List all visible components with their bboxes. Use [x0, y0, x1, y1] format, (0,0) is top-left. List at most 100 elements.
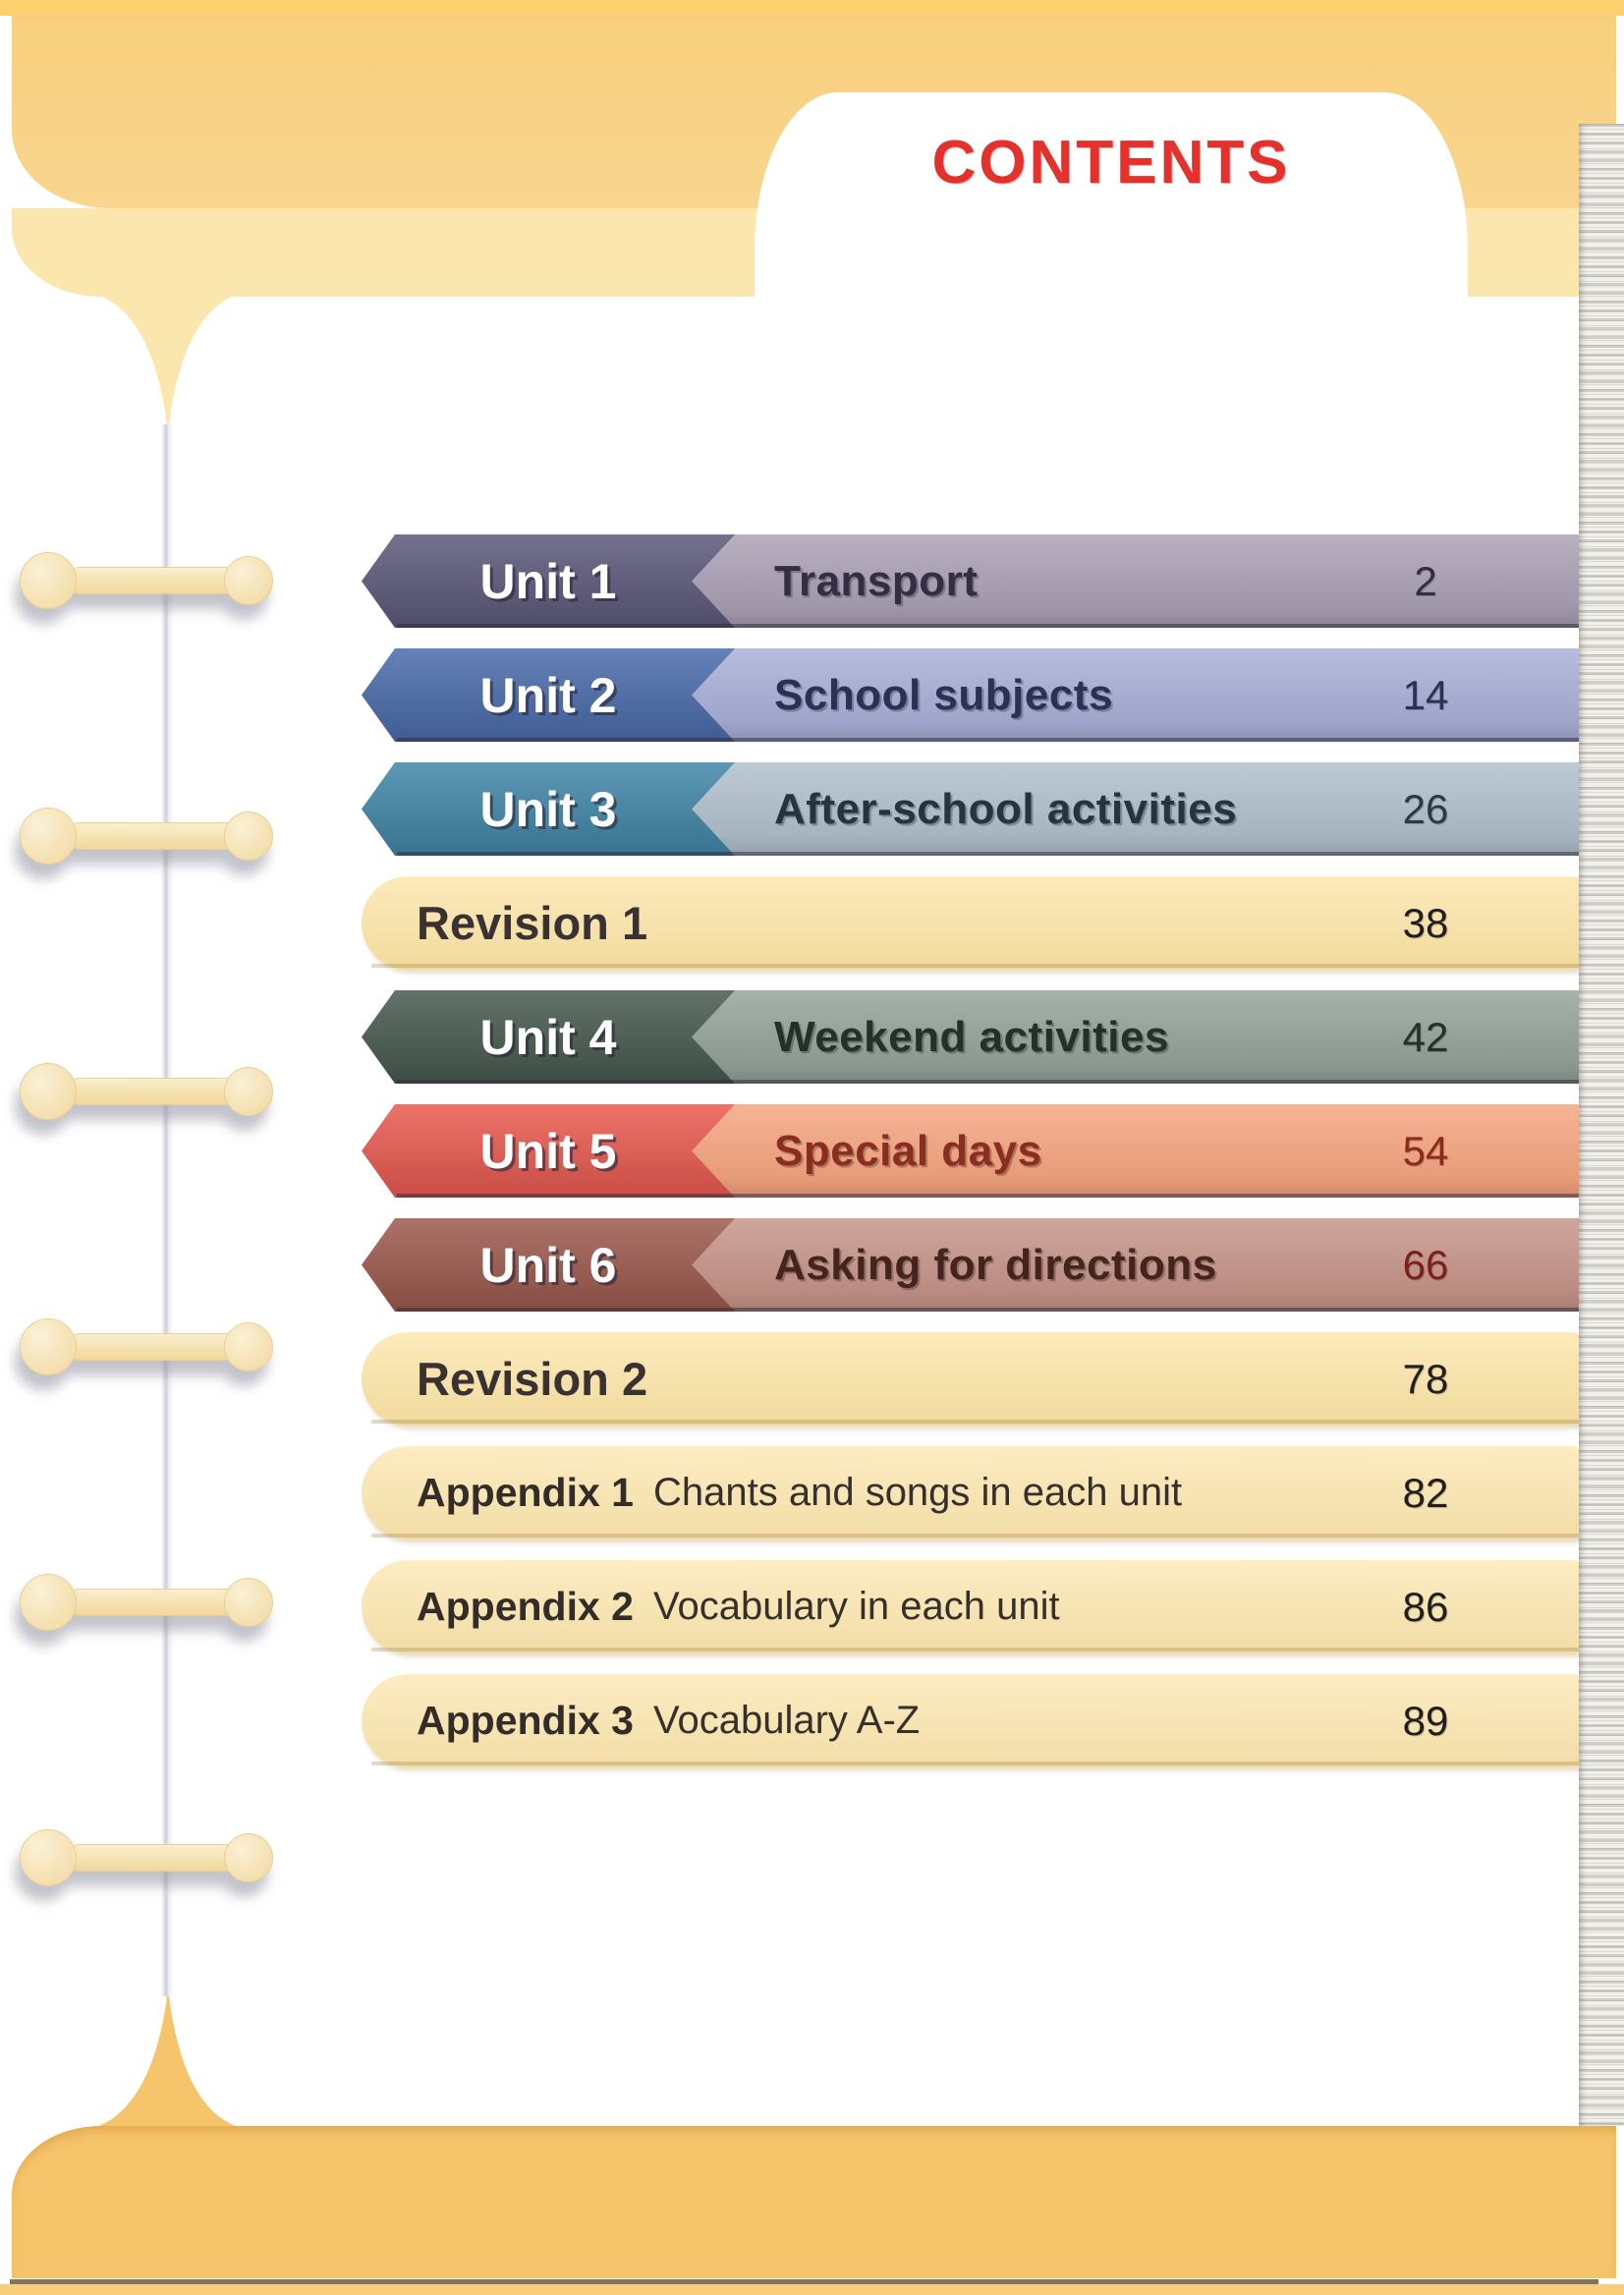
unit-topic: School subjects [774, 670, 1113, 719]
ring-bar [67, 1844, 240, 1872]
binder-ring [20, 1318, 273, 1375]
row-bar [656, 762, 1586, 856]
row-bar [656, 648, 1586, 742]
row-label: Revision 2 [417, 1353, 648, 1405]
ring-left-knob [20, 1063, 77, 1120]
row-underline [371, 1762, 1582, 1765]
row-underline [371, 964, 1582, 968]
top-edge-strip [0, 0, 1624, 16]
bottom-edge-strip [0, 2284, 1624, 2295]
unit-badge: Unit 2 [362, 648, 735, 742]
unit-badge: Unit 5 [362, 1104, 735, 1198]
spine-notch-top [98, 295, 236, 432]
page-number: 38 [1402, 899, 1449, 946]
row-underline [397, 1194, 1586, 1198]
row-underline [371, 1420, 1582, 1424]
toc-list: Unit 1 Transport 2 Unit 2 School subjects 14 U… [362, 534, 1586, 1788]
binder-ring [20, 1574, 273, 1631]
unit-label: Unit 2 [479, 667, 617, 723]
toc-row-revision-2: Revision 2 78 [362, 1332, 1586, 1426]
ring-left-knob [20, 1318, 77, 1375]
unit-badge: Unit 3 [362, 762, 735, 856]
binder-ring [20, 1829, 273, 1886]
page-number: 2 [1414, 557, 1437, 604]
page-number: 66 [1402, 1241, 1449, 1288]
book-bottom-edge-line [10, 2279, 1598, 2284]
row-underline [371, 1534, 1582, 1538]
unit-label: Unit 1 [479, 553, 617, 609]
unit-label: Unit 4 [479, 1009, 617, 1065]
unit-topic: Transport [774, 556, 979, 605]
row-underline [397, 852, 1586, 856]
row-bar [656, 534, 1586, 628]
toc-row-appendix-3: Appendix 3 Vocabulary A-Z 89 [362, 1674, 1586, 1767]
row-label: Appendix 3 [417, 1698, 634, 1743]
unit-topic: After-school activities [774, 784, 1238, 833]
row-bar [656, 990, 1586, 1084]
row-underline [397, 1308, 1586, 1312]
toc-row-unit-3: Unit 3 After-school activities 26 [362, 762, 1586, 856]
ring-bar [67, 822, 240, 850]
ring-right-knob [224, 1322, 273, 1371]
ring-right-knob [224, 1578, 273, 1627]
spine-notch-bottom [98, 1988, 236, 2126]
page-number: 14 [1402, 671, 1449, 718]
binder-ring [20, 1063, 273, 1120]
toc-row-unit-4: Unit 4 Weekend activities 42 [362, 990, 1586, 1084]
ring-right-knob [224, 556, 273, 605]
toc-row-revision-1: Revision 1 38 [362, 876, 1586, 970]
row-label: Appendix 2 [417, 1584, 634, 1629]
unit-topic: Special days [774, 1126, 1042, 1175]
unit-topic: Weekend activities [774, 1012, 1169, 1061]
row-description: Vocabulary in each unit [652, 1585, 1060, 1628]
toc-row-unit-5: Unit 5 Special days 54 [362, 1104, 1586, 1198]
row-underline [371, 1648, 1582, 1651]
page-number: 82 [1402, 1469, 1449, 1516]
unit-badge: Unit 6 [362, 1218, 735, 1312]
ring-right-knob [224, 812, 273, 861]
toc-row-unit-2: Unit 2 School subjects 14 [362, 648, 1586, 742]
row-description: Chants and songs in each unit [652, 1471, 1183, 1514]
row-bar [656, 1218, 1586, 1312]
row-underline [397, 1080, 1586, 1084]
footer-band [12, 2126, 1616, 2278]
unit-label: Unit 6 [479, 1237, 617, 1293]
row-underline [397, 738, 1586, 742]
unit-topic: Asking for directions [774, 1240, 1217, 1289]
row-label: Appendix 1 [417, 1470, 634, 1515]
binder-ring [20, 808, 273, 865]
row-bar [656, 1104, 1586, 1198]
page-number: 89 [1402, 1697, 1449, 1744]
ring-left-knob [20, 552, 77, 609]
unit-label: Unit 5 [479, 1123, 617, 1179]
page-number: 78 [1402, 1355, 1449, 1402]
ring-bar [67, 1333, 240, 1361]
page-number: 42 [1402, 1013, 1449, 1060]
unit-label: Unit 3 [479, 781, 617, 837]
toc-row-appendix-2: Appendix 2 Vocabulary in each unit 86 [362, 1560, 1586, 1653]
ring-bar [67, 1589, 240, 1616]
binder-ring [20, 552, 273, 609]
unit-badge: Unit 4 [362, 990, 735, 1084]
unit-badge: Unit 1 [362, 534, 735, 628]
row-label: Revision 1 [417, 897, 648, 949]
spine-crease [161, 424, 174, 1996]
toc-row-appendix-1: Appendix 1 Chants and songs in each unit 8… [362, 1446, 1586, 1539]
ring-left-knob [20, 1829, 77, 1886]
ring-bar [67, 1078, 240, 1105]
page-number: 54 [1402, 1127, 1449, 1174]
ring-right-knob [224, 1833, 273, 1882]
page-number: 26 [1402, 785, 1449, 832]
page-stack-edge-texture [1579, 124, 1624, 2126]
page-title: CONTENTS [931, 129, 1291, 196]
toc-row-unit-1: Unit 1 Transport 2 [362, 534, 1586, 628]
ring-left-knob [20, 808, 77, 865]
row-underline [397, 624, 1586, 628]
toc-row-unit-6: Unit 6 Asking for directions 66 [362, 1218, 1586, 1312]
ring-left-knob [20, 1574, 77, 1631]
contents-tab: CONTENTS [755, 92, 1468, 301]
ring-right-knob [224, 1067, 273, 1116]
ring-bar [67, 567, 240, 594]
page-number: 86 [1402, 1583, 1449, 1630]
